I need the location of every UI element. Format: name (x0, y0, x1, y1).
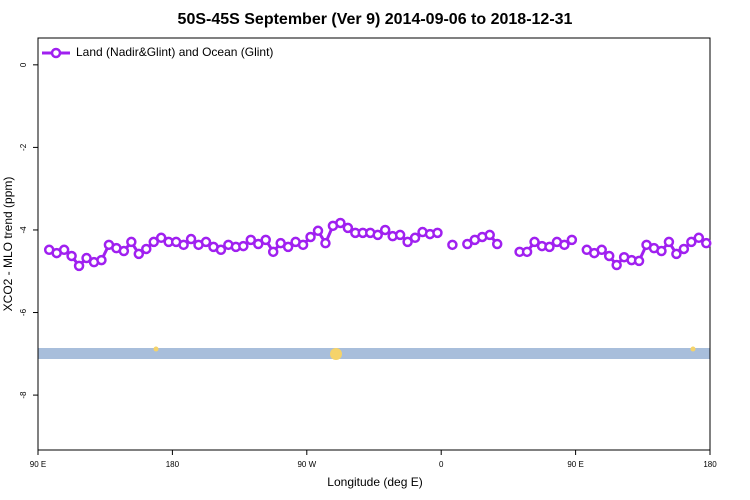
data-point (238, 240, 249, 252)
data-point (686, 236, 697, 248)
data-point (245, 234, 257, 246)
data-point (141, 243, 152, 255)
x-tick-label: 180 (166, 460, 180, 469)
data-point (66, 250, 77, 262)
data-point (253, 238, 264, 250)
y-tick-label: -4 (19, 226, 28, 234)
data-point (447, 239, 458, 251)
chart-title: 50S-45S September (Ver 9) 2014-09-06 to … (178, 11, 573, 28)
data-point (200, 236, 212, 248)
data-point (73, 260, 85, 272)
data-point (611, 259, 622, 271)
data-point (521, 246, 533, 258)
data-point (663, 236, 675, 248)
x-tick-label: 90 E (30, 460, 46, 469)
data-point (633, 255, 645, 267)
data-point (58, 244, 70, 256)
data-point (178, 239, 189, 251)
data-point (215, 244, 227, 256)
data-point (155, 232, 167, 244)
data-point (596, 244, 607, 256)
surface-band (38, 348, 710, 359)
data-point (402, 236, 413, 248)
data-point (126, 236, 137, 248)
y-tick-label: 0 (19, 62, 28, 67)
data-point (701, 237, 712, 249)
data-point (394, 229, 406, 241)
data-point (185, 233, 197, 245)
data-point (81, 252, 92, 264)
data-point (282, 241, 294, 253)
y-tick-label: -8 (19, 391, 28, 399)
data-point (260, 234, 271, 246)
data-point (529, 236, 540, 248)
marker-blob (153, 346, 159, 352)
x-tick-label: 90 E (567, 460, 583, 469)
data-point (603, 250, 615, 262)
data-point (693, 232, 705, 244)
data-point (379, 224, 391, 236)
data-point (118, 245, 130, 257)
data-point (148, 236, 159, 248)
data-point (409, 232, 421, 244)
data-point (491, 238, 503, 250)
data-point (133, 248, 145, 260)
x-axis-label: Longitude (deg E) (327, 475, 422, 489)
marker-blob (690, 346, 696, 352)
data-point (297, 239, 309, 251)
data-point (320, 237, 331, 249)
data-point (671, 248, 682, 260)
y-axis-label: XCO2 - MLO trend (ppm) (1, 177, 15, 312)
data-point (678, 243, 690, 255)
data-point (312, 225, 324, 237)
y-tick-label: -6 (19, 308, 28, 316)
y-tick-label: -2 (19, 143, 28, 151)
legend-marker (50, 47, 62, 59)
data-point (462, 238, 473, 250)
data-point (305, 231, 316, 243)
x-tick-label: 0 (439, 460, 444, 469)
data-point (372, 229, 383, 241)
data-point (544, 241, 555, 253)
data-point (342, 222, 354, 234)
legend-label: Land (Nadir&Glint) and Ocean (Glint) (76, 45, 273, 59)
data-point (432, 227, 443, 239)
data-point (267, 246, 279, 258)
data-point (656, 245, 667, 257)
data-point (559, 239, 570, 251)
x-tick-label: 180 (703, 460, 717, 469)
x-tick-label: 90 W (297, 460, 316, 469)
marker-blob (330, 348, 342, 360)
data-point (566, 234, 578, 246)
data-point (335, 217, 346, 229)
legend: Land (Nadir&Glint) and Ocean (Glint) (42, 45, 273, 59)
data-point (96, 254, 107, 266)
data-point (484, 229, 495, 241)
